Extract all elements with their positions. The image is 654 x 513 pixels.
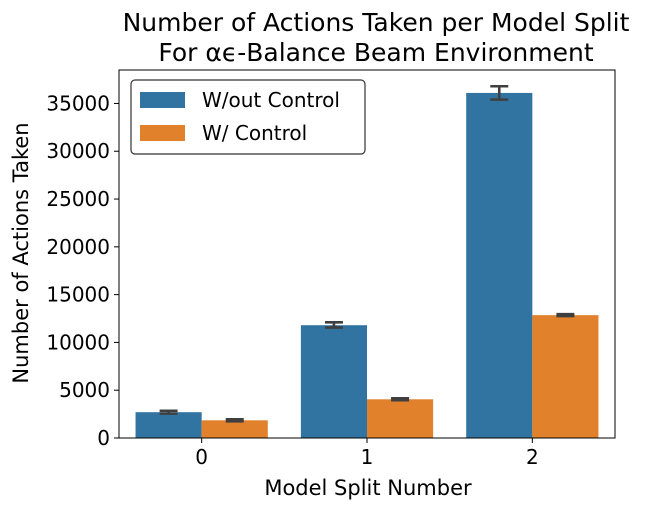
y-tick-label-4: 20000 xyxy=(46,235,110,259)
y-tick-label-0: 0 xyxy=(97,426,110,450)
y-tick-label-1: 5000 xyxy=(59,378,110,402)
y-tick-label-6: 30000 xyxy=(46,139,110,163)
y-tick-label-3: 15000 xyxy=(46,283,110,307)
bar-series-1-cat-2 xyxy=(532,315,599,438)
legend-label-1: W/ Control xyxy=(202,121,307,145)
chart-title: Number of Actions Taken per Model Split xyxy=(123,8,630,37)
bar-series-0-cat-0 xyxy=(135,412,202,438)
bar-series-0-cat-1 xyxy=(300,325,367,438)
x-tick-label-2: 2 xyxy=(526,445,539,469)
x-tick-label-1: 1 xyxy=(361,445,374,469)
bar-series-0-cat-2 xyxy=(466,92,533,439)
bar-series-1-cat-1 xyxy=(367,399,434,438)
legend-label-0: W/out Control xyxy=(202,88,340,112)
legend-box xyxy=(130,79,366,155)
chart-subtitle: For αϵ-Balance Beam Environment xyxy=(158,38,594,67)
y-axis-label: Number of Actions Taken xyxy=(9,122,33,383)
y-tick-label-5: 25000 xyxy=(46,187,110,211)
x-axis-label: Model Split Number xyxy=(264,476,472,500)
y-tick-label-7: 35000 xyxy=(46,91,110,115)
plot-area: 0 5000 10000 15000 20000 25000 30000 35000 0 1 2 W/… xyxy=(46,69,616,469)
y-tick-label-2: 10000 xyxy=(46,330,110,354)
x-tick-label-0: 0 xyxy=(195,445,208,469)
legend-swatch-0 xyxy=(140,92,185,108)
legend-swatch-1 xyxy=(140,125,185,141)
bar-series-1-cat-0 xyxy=(201,420,268,438)
